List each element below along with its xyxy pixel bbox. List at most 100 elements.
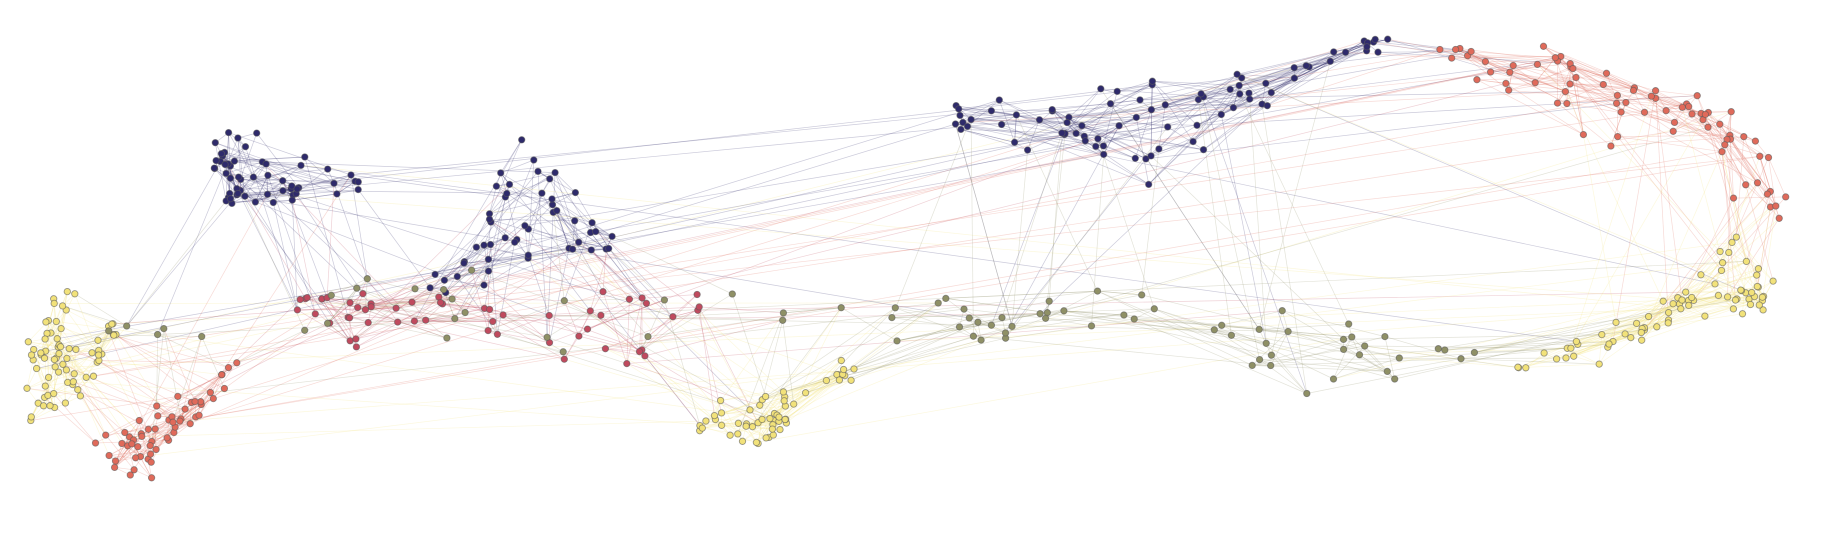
graph-node: [1132, 113, 1140, 122]
graph-edge: [891, 308, 965, 318]
graph-node: [63, 287, 71, 296]
graph-edge: [699, 306, 784, 314]
graph-edge: [1117, 84, 1153, 92]
graph-edge: [697, 310, 767, 439]
graph-node: [63, 354, 71, 363]
graph-node: [1567, 344, 1575, 352]
graph-edge: [349, 288, 416, 319]
graph-edge: [553, 212, 607, 250]
graph-edge: [1200, 93, 1308, 394]
graph-edge: [157, 367, 229, 417]
graph-edge: [240, 179, 292, 187]
graph-node: [108, 320, 116, 328]
graph-edge: [255, 175, 269, 203]
graph-edge: [591, 236, 613, 251]
graph-edge: [396, 302, 441, 309]
graph-edge: [1198, 51, 1472, 100]
graph-node: [121, 428, 129, 437]
graph-node: [1236, 90, 1244, 98]
graph-edge: [156, 405, 182, 420]
graph-edge: [1145, 74, 1238, 160]
graph-edge: [1220, 114, 1267, 344]
graph-edge: [564, 300, 602, 316]
graph-node: [1647, 92, 1656, 100]
graph-edge: [463, 257, 529, 264]
graph-node: [1670, 118, 1679, 127]
graph-edge: [546, 310, 591, 338]
graph-node: [1727, 108, 1735, 116]
graph-edge: [53, 360, 100, 394]
graph-edge: [1537, 64, 1566, 92]
graph-node: [1210, 326, 1218, 334]
graph-edge: [1537, 64, 1617, 104]
graph-node: [76, 392, 85, 400]
graph-edge: [564, 298, 630, 302]
graph-edge: [48, 320, 133, 445]
graph-edge: [551, 198, 613, 237]
graph-edge: [1565, 319, 1669, 359]
graph-edge: [228, 132, 254, 178]
graph-edge: [672, 309, 698, 318]
graph-node: [152, 445, 160, 454]
graph-edge: [1733, 197, 1758, 276]
graph-edge: [1152, 80, 1250, 100]
graph-edge: [1601, 323, 1637, 335]
graph-edge: [1672, 113, 1693, 132]
graph-edge: [553, 211, 593, 224]
graph-node: [1764, 153, 1773, 162]
graph-edge: [1508, 72, 1607, 91]
graph-node: [330, 179, 338, 187]
graph-edge: [336, 181, 356, 195]
graph-node: [154, 412, 162, 420]
graph-edge: [327, 287, 358, 324]
graph-edge: [1014, 114, 1017, 143]
graph-node: [367, 303, 375, 311]
graph-edge: [1095, 42, 1368, 147]
graph-edge: [980, 326, 1013, 341]
graph-edge: [552, 192, 576, 206]
graph-edge: [1249, 60, 1331, 100]
graph-edge: [1688, 296, 1755, 306]
graph-node: [1233, 70, 1241, 78]
graph-edge: [50, 291, 68, 334]
graph-edge: [605, 348, 640, 352]
graph-node: [538, 189, 546, 197]
graph-node: [1721, 141, 1729, 149]
graph-node: [1637, 328, 1645, 337]
graph-edge: [1570, 299, 1681, 349]
graph-edge: [266, 163, 335, 184]
graph-edge: [572, 220, 576, 250]
graph-edge: [282, 180, 356, 182]
graph-node: [1505, 86, 1513, 94]
graph-edge: [163, 328, 182, 419]
graph-edge: [321, 298, 351, 341]
graph-edge: [1537, 64, 1721, 252]
graph-edge: [1439, 49, 1486, 62]
graph-edge: [1239, 49, 1456, 86]
graph-edge: [998, 99, 1015, 143]
graph-edge: [1759, 156, 1771, 208]
graph-edge: [457, 244, 491, 277]
graph-node: [1746, 300, 1755, 309]
graph-edge: [397, 313, 1041, 323]
graph-node: [592, 227, 600, 236]
graph-edge: [1333, 38, 1388, 53]
graph-edge: [414, 296, 440, 322]
graph-edge: [554, 172, 576, 193]
graph-edge: [572, 248, 649, 337]
graph-edge: [1555, 57, 1617, 104]
graph-edge: [31, 397, 45, 418]
graph-edge: [1509, 71, 1652, 97]
graph-node: [1607, 142, 1615, 150]
graph-edge: [1233, 85, 1240, 108]
graph-edge: [411, 301, 426, 321]
graph-node: [1716, 120, 1724, 128]
graph-node: [62, 366, 71, 374]
graph-edge: [414, 139, 523, 322]
graph-node: [1330, 48, 1338, 56]
graph-edge: [244, 193, 268, 197]
graph-edge: [1735, 236, 1758, 276]
graph-edge: [1688, 196, 1786, 306]
graph-edge: [960, 129, 1062, 134]
graph-node: [1572, 337, 1581, 346]
